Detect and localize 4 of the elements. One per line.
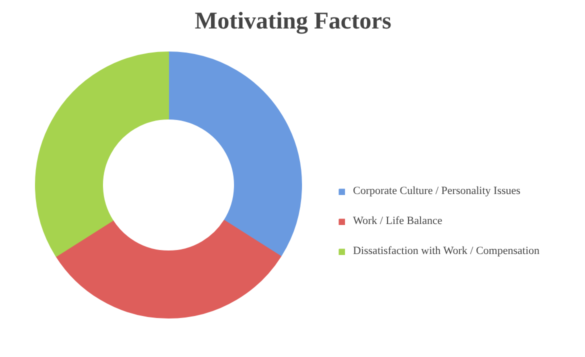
legend-label: Dissatisfaction with Work / Compensation — [353, 245, 540, 257]
legend-label: Corporate Culture / Personality Issues — [353, 185, 520, 197]
chart-title: Motivating Factors — [194, 8, 392, 34]
legend-label: Work / Life Balance — [353, 215, 442, 227]
